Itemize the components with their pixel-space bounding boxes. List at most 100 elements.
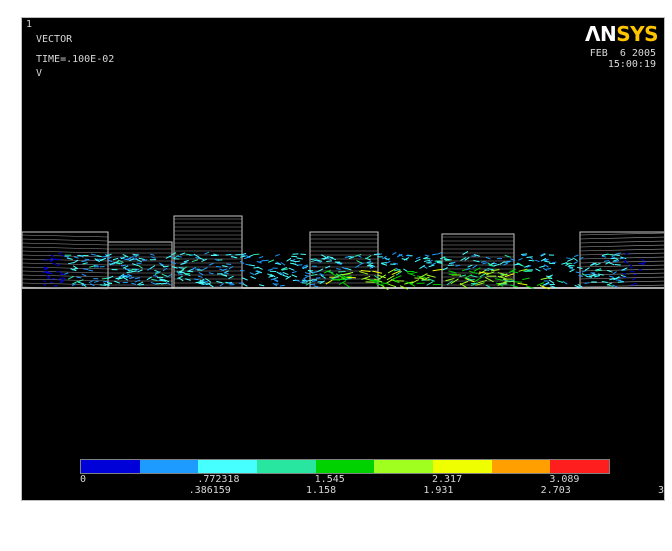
vector-arrow [612, 271, 617, 275]
vector-arrow [165, 255, 172, 259]
vector-arrow [524, 264, 530, 268]
vector-arrow [380, 282, 390, 285]
vector-arrow [311, 279, 318, 283]
vector-arrow [163, 279, 170, 283]
vector-arrow [606, 253, 614, 256]
vector-arrow [50, 257, 55, 260]
vector-arrow [615, 252, 621, 255]
vector-arrow [193, 253, 200, 258]
mesh-line [22, 254, 109, 258]
vector-arrow [577, 283, 583, 288]
vector-arrow [151, 278, 158, 281]
vector-arrow [424, 254, 430, 257]
vector-arrow [323, 256, 330, 260]
vector-arrow [213, 253, 219, 256]
right-stator-block [579, 231, 664, 289]
vector-arrow [279, 271, 285, 276]
vector-arrow [386, 275, 395, 281]
vector-arrow [230, 256, 238, 259]
vector-arrow [93, 264, 99, 267]
vector-arrow [431, 253, 437, 256]
vector-arrow [544, 282, 550, 286]
vector-arrow [208, 283, 214, 288]
vector-arrow [294, 279, 300, 282]
vector-arrow [304, 274, 310, 277]
vector-arrow [403, 257, 410, 261]
vector-arrow [336, 261, 343, 264]
ansys-logo: ΛNSYS [585, 22, 659, 46]
vector-arrow [46, 275, 51, 278]
vector-arrow [165, 281, 171, 286]
legend-label-bottom-4: 3.475 [658, 485, 665, 496]
vector-arrow [241, 277, 248, 281]
vector-arrow [480, 261, 486, 263]
vector-arrow [473, 254, 480, 257]
vector-arrow [546, 268, 552, 270]
vector-arrow [52, 262, 57, 265]
vector-arrow [578, 274, 584, 278]
vector-arrow [504, 254, 511, 258]
vector-arrow [103, 280, 109, 283]
mesh-line [579, 264, 664, 268]
vector-arrow [603, 260, 610, 262]
vector-arrow [291, 255, 298, 258]
vector-arrow [228, 265, 234, 270]
vector-arrow [508, 268, 517, 273]
rotor-tooth-3 [309, 231, 379, 289]
vector-arrow [485, 256, 491, 260]
mesh-line [579, 240, 664, 244]
vector-arrow [427, 259, 433, 264]
vector-arrow [60, 279, 65, 282]
vector-arrow [373, 253, 380, 256]
vector-arrow [81, 282, 87, 288]
vector-arrow [259, 259, 265, 263]
vector-arrow [315, 277, 321, 279]
vector-arrow [78, 281, 84, 285]
vector-arrow [475, 282, 485, 286]
vector-arrow [66, 257, 73, 260]
vector-arrow [378, 274, 387, 280]
vector-arrow [393, 268, 401, 272]
vector-arrow [482, 262, 488, 265]
vector-arrow [63, 272, 69, 275]
vector-arrow [517, 262, 524, 267]
vector-arrow [320, 254, 327, 259]
vector-arrow [137, 269, 143, 273]
mesh-line [22, 270, 109, 274]
vector-arrow [526, 256, 533, 258]
vector-arrow [344, 277, 352, 280]
vector-arrow [359, 262, 364, 266]
vector-arrow [459, 282, 469, 289]
vector-arrow [178, 269, 185, 273]
vector-arrow [256, 270, 262, 274]
vector-arrow [391, 270, 401, 275]
vector-arrow [380, 262, 388, 266]
vector-arrow [115, 277, 122, 280]
vector-arrow [131, 282, 136, 285]
vector-arrow [518, 268, 528, 272]
vector-arrow [43, 283, 47, 287]
vector-arrow [551, 261, 557, 264]
vector-arrow [109, 261, 116, 266]
vector-arrow [146, 276, 152, 281]
vector-arrow [51, 277, 55, 280]
vector-arrow [200, 281, 207, 284]
vector-arrow [186, 253, 193, 256]
graphics-viewport[interactable]: 1 VECTOR TIME=.100E-02 V ΛNSYS FEB 6 200… [21, 17, 665, 501]
mesh-line [22, 238, 109, 242]
model-blocks [22, 215, 664, 290]
vector-arrow [641, 258, 646, 262]
vector-arrow [142, 259, 148, 261]
vector-arrow [208, 272, 214, 275]
vector-arrow [393, 275, 402, 280]
vector-arrow [446, 280, 454, 286]
vector-arrow [270, 277, 276, 281]
vector-arrow [129, 258, 135, 262]
vector-arrow [112, 257, 119, 261]
vector-arrow [605, 261, 611, 265]
legend-label-top-2: 1.545 [314, 474, 345, 485]
vector-arrow [612, 258, 619, 262]
vector-arrow [369, 279, 378, 282]
vector-arrow [513, 263, 520, 266]
vector-arrow [493, 263, 500, 267]
